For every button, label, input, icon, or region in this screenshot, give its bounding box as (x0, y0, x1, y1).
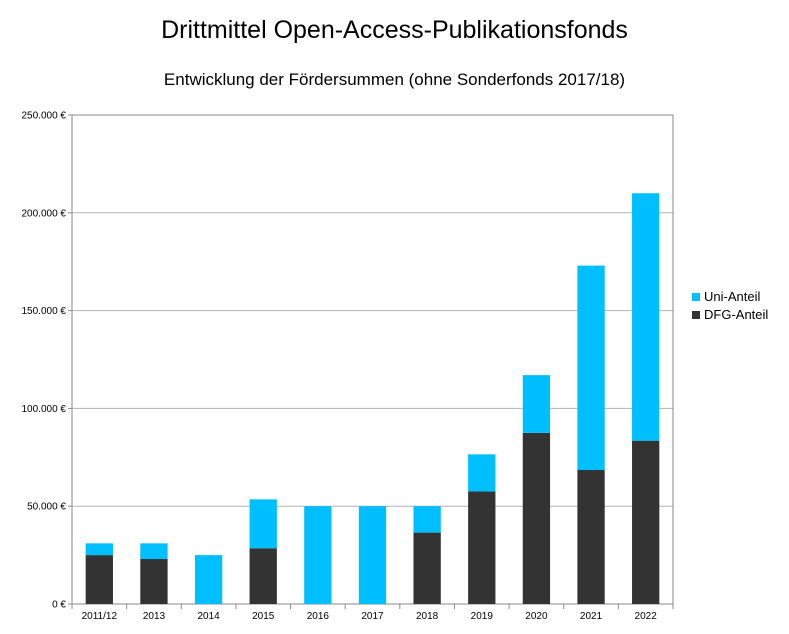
y-tick-label: 150.000 € (22, 306, 67, 317)
y-tick-label: 50.000 € (27, 502, 66, 513)
legend: Uni-Anteil DFG-Anteil (692, 289, 768, 322)
bar-uni-2018 (413, 506, 441, 533)
x-tick-label: 2022 (635, 611, 658, 622)
bar-uni-2015 (249, 499, 277, 549)
legend-label-uni: Uni-Anteil (704, 289, 760, 304)
axes: 0 € 50.000 € 100.000 € 150.000 € 200.000 € 25… (22, 111, 674, 622)
bar-uni-2011-12 (85, 543, 113, 556)
bar-dfg-2020 (522, 432, 551, 604)
bar-dfg-2019 (468, 491, 496, 604)
legend-swatch-dfg (692, 311, 700, 319)
bars (85, 193, 660, 604)
legend-swatch-uni (692, 293, 700, 301)
bar-uni-2014 (194, 555, 223, 604)
bar-dfg-2022 (632, 440, 660, 604)
x-tick-label: 2018 (416, 611, 439, 622)
bar-uni-2019 (468, 454, 496, 492)
chart-title: Drittmittel Open-Access-Publikationsfond… (161, 16, 628, 44)
x-tick-label: 2015 (252, 611, 275, 622)
x-tick-label: 2016 (307, 611, 330, 622)
bar-uni-2017 (358, 506, 387, 604)
bar-uni-2021 (577, 265, 605, 471)
y-tick-label: 0 € (52, 600, 66, 611)
chart-subtitle: Entwicklung der Fördersummen (ohne Sonde… (163, 70, 626, 89)
bar-dfg-2013 (140, 559, 168, 604)
x-tick-label: 2014 (197, 611, 220, 622)
x-tick-label: 2021 (580, 611, 603, 622)
y-tick-label: 200.000 € (22, 208, 67, 219)
y-tick-label: 250.000 € (22, 111, 67, 122)
x-tick-label: 2017 (361, 611, 384, 622)
bar-dfg-2021 (577, 470, 605, 604)
bar-uni-2016 (304, 506, 332, 604)
bar-uni-2022 (632, 193, 660, 441)
bar-dfg-2015 (249, 548, 277, 604)
bar-dfg-2011-12 (85, 555, 113, 604)
y-tick-label: 100.000 € (22, 404, 67, 415)
x-tick-label: 2019 (471, 611, 494, 622)
x-tick-label: 2011/12 (82, 611, 118, 622)
bar-uni-2013 (140, 543, 168, 560)
bar-uni-2020 (522, 375, 551, 433)
x-tick-label: 2020 (525, 611, 548, 622)
x-tick-label: 2013 (143, 611, 166, 622)
bar-dfg-2018 (413, 532, 441, 604)
legend-label-dfg: DFG-Anteil (704, 307, 768, 322)
